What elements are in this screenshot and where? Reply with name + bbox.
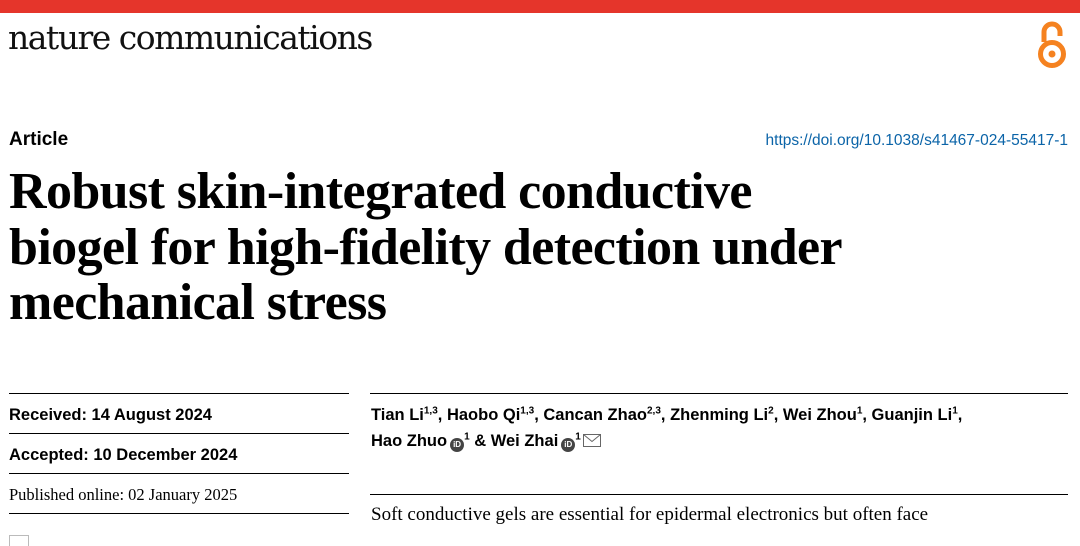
journal-name[interactable]: nature communications — [8, 18, 373, 57]
author-name[interactable]: Guanjin Li — [871, 406, 953, 424]
author-separator: , — [660, 406, 671, 424]
article-type: Article — [9, 129, 69, 150]
author-name[interactable]: Cancan Zhao — [543, 406, 647, 424]
check-updates-row — [9, 513, 349, 546]
author-name[interactable]: Haobo Qi — [446, 406, 521, 424]
abstract-text: Soft conductive gels are essential for e… — [371, 504, 929, 525]
published-date: Published online: 02 January 2025 — [9, 473, 349, 513]
author-separator: , — [773, 406, 783, 424]
author-separator: , — [862, 406, 872, 424]
check-for-updates-icon[interactable] — [9, 535, 29, 546]
article-title: Robust skin-integrated conductive biogel… — [9, 164, 1049, 331]
author-name[interactable]: Wei Zhai — [490, 432, 559, 450]
open-access-icon — [1038, 21, 1066, 68]
authors-divider — [370, 393, 1068, 394]
doi-link[interactable]: https://doi.org/10.1038/s41467-024-55417… — [765, 132, 1068, 149]
author-affiliation: 1 — [952, 405, 958, 417]
author-affiliation: 1,3 — [423, 405, 438, 417]
title-line: mechanical stress — [9, 274, 387, 331]
received-date: Received: 14 August 2024 — [9, 393, 349, 433]
author-list: Tian Li1,3, Haobo Qi1,3, Cancan Zhao2,3,… — [371, 402, 1068, 454]
author-affiliation: 1 — [575, 431, 581, 443]
author-affiliation: 1 — [464, 431, 470, 443]
author-affiliation: 2 — [768, 405, 774, 417]
author-separator: & — [469, 432, 491, 450]
author-separator: , — [957, 406, 963, 424]
author-affiliation: 1 — [856, 405, 863, 417]
author-affiliation: 2,3 — [646, 405, 661, 417]
abstract-divider — [370, 494, 1068, 495]
title-line: Robust skin-integrated conductive — [9, 163, 753, 220]
accepted-date: Accepted: 10 December 2024 — [9, 433, 349, 473]
author-separator: , — [534, 406, 544, 424]
author-name[interactable]: Hao Zhuo — [371, 432, 448, 450]
author-separator: , — [437, 406, 447, 424]
author-name[interactable]: Wei Zhou — [782, 406, 857, 424]
journal-accent-bar — [0, 0, 1080, 13]
author-affiliation: 1,3 — [520, 405, 535, 417]
orcid-icon[interactable]: iD — [561, 438, 576, 452]
dates-panel: Received: 14 August 2024 Accepted: 10 De… — [9, 393, 349, 546]
title-line: biogel for high-fidelity detection under — [9, 218, 843, 276]
email-icon[interactable] — [582, 434, 601, 447]
author-name[interactable]: Tian Li — [371, 406, 424, 424]
author-name[interactable]: Zhenming Li — [670, 406, 769, 424]
orcid-icon[interactable]: iD — [450, 438, 465, 452]
